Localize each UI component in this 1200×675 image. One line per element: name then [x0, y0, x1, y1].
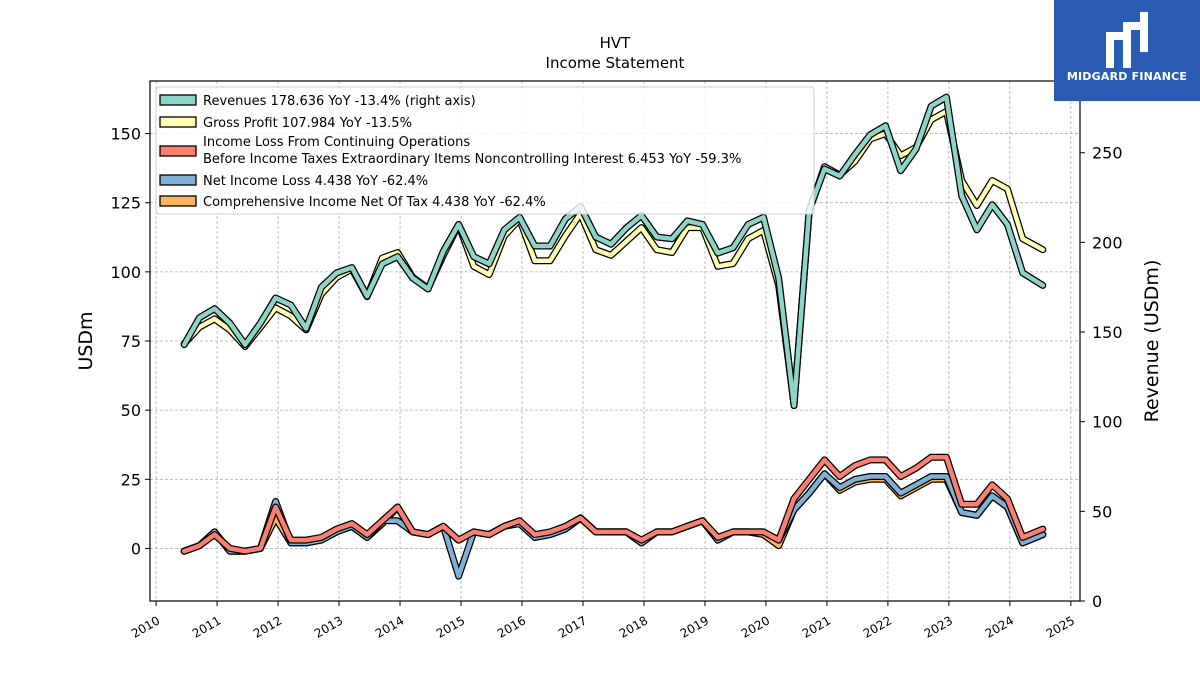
x-tick-label: 2024: [983, 613, 1016, 640]
legend-swatch: [159, 94, 197, 106]
chart-subtitle: Income Statement: [546, 54, 685, 72]
x-tick-label: 2019: [678, 613, 711, 640]
revenues-line: [181, 94, 1046, 408]
legend-label: Net Income Loss 4.438 YoY -62.4%: [203, 174, 428, 189]
net-income-loss-outline: [180, 470, 1047, 580]
x-tick-label: 2025: [1044, 613, 1077, 640]
x-tick-label: 2023: [922, 613, 955, 640]
brand-name: MIDGARD FINANCE: [1066, 70, 1188, 83]
left-tick-label: 150: [110, 125, 141, 144]
x-tick-label: 2012: [251, 613, 284, 640]
midgard-logo-icon: [1106, 12, 1148, 68]
right-tick-label: 100: [1092, 413, 1123, 432]
x-tick-label: 2018: [617, 613, 650, 640]
left-tick-label: 100: [110, 263, 141, 282]
chart-title: HVT: [600, 34, 632, 52]
legend-swatch: [159, 174, 197, 186]
x-tick-label: 2016: [495, 613, 528, 640]
x-tick-label: 2021: [800, 613, 833, 640]
legend-label: Gross Profit 107.984 YoY -13.5%: [203, 116, 412, 131]
right-tick-label: 250: [1092, 144, 1123, 163]
left-tick-label: 125: [110, 194, 141, 213]
legend: Revenues 178.636 YoY -13.4% (right axis)…: [155, 86, 815, 215]
x-tick-label: 2022: [861, 613, 894, 640]
left-tick-label: 50: [121, 401, 141, 420]
right-axis-label: Revenue (USDm): [1141, 260, 1163, 423]
x-tick-label: 2013: [312, 613, 345, 640]
legend-box: [155, 86, 815, 215]
left-tick-label: 0: [131, 539, 141, 558]
series-layer: [180, 93, 1047, 580]
legend-label: Comprehensive Income Net Of Tax 4.438 Yo…: [203, 195, 546, 210]
legend-label: Revenues 178.636 YoY -13.4% (right axis): [203, 94, 476, 109]
right-tick-label: 50: [1092, 502, 1112, 521]
x-tick-label: 2020: [739, 613, 772, 640]
legend-label: Income Loss From Continuing Operations: [203, 135, 470, 150]
left-tick-label: 75: [121, 332, 141, 351]
left-axis-label: USDm: [75, 311, 97, 370]
x-tick-label: 2011: [190, 613, 223, 640]
right-tick-label: 150: [1092, 323, 1123, 342]
legend-label: Before Income Taxes Extraordinary Items …: [203, 152, 741, 167]
x-tick-label: 2015: [434, 613, 467, 640]
x-tick-label: 2014: [373, 613, 406, 640]
right-tick-label: 0: [1092, 592, 1102, 611]
legend-swatch: [159, 145, 197, 157]
right-tick-label: 200: [1092, 233, 1123, 252]
legend-swatch: [159, 195, 197, 207]
x-tick-label: 2010: [129, 613, 162, 640]
legend-swatch: [159, 116, 197, 128]
axes: 2010 2011 2012 2013 2014 2015 2016 2017 2018 2019…: [110, 125, 1122, 641]
income-loss-from-continuing-operations-before-income-taxes-extraordinary-items-noncontrolling-interest-line: [181, 454, 1046, 554]
left-tick-label: 25: [121, 470, 141, 489]
x-tick-label: 2017: [556, 613, 589, 640]
midgard-finance-logo: MIDGARD FINANCE: [1054, 0, 1200, 101]
